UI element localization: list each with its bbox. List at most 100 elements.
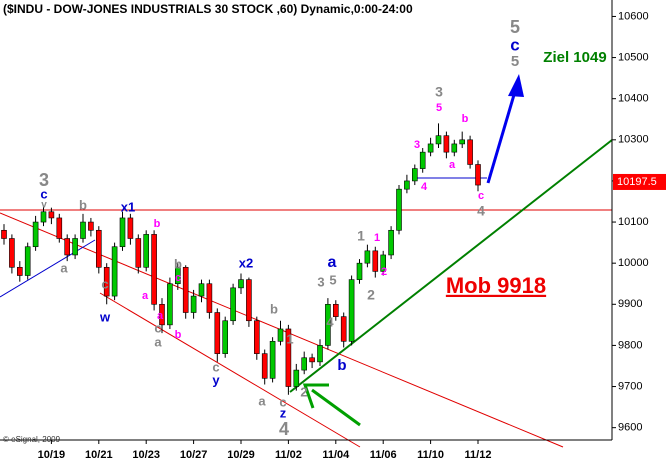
y-tick-label: 10600 (618, 10, 649, 22)
candle-body (111, 246, 118, 297)
wave-label: 5 (436, 102, 442, 114)
candle-body (1, 229, 7, 239)
candle-body (277, 328, 284, 342)
candle-body (72, 238, 78, 256)
candle-body (317, 345, 323, 363)
candle-body (151, 234, 157, 305)
candle-body (80, 221, 86, 239)
wave-label: y (212, 372, 220, 387)
candle-body (190, 295, 197, 313)
candle-body (238, 279, 244, 289)
blue-trend-line (0, 239, 96, 298)
wave-label: c (478, 190, 484, 202)
green-arrow (302, 383, 361, 427)
wave-label: b (337, 357, 346, 374)
x-tick-label: 10/27 (180, 449, 208, 461)
wave-label: x2 (239, 255, 253, 270)
wave-label: 4 (477, 203, 485, 219)
candle-body (175, 266, 181, 285)
wave-label: b (174, 256, 182, 271)
candle-body (475, 164, 481, 186)
candle-body (443, 135, 450, 153)
candle-body (356, 262, 363, 280)
candle-body (206, 283, 213, 313)
candle-body (372, 250, 379, 272)
candle-body (127, 217, 134, 239)
candle-body (325, 303, 331, 346)
wave-label: a (154, 334, 162, 349)
wave-label: b (154, 218, 161, 230)
candle-body (340, 316, 347, 342)
wave-label: 2 (300, 384, 307, 399)
wave-label: a (157, 310, 164, 322)
wave-label: Ziel 1049 (543, 49, 606, 66)
candle-body (230, 287, 236, 322)
wave-label: a (142, 290, 149, 302)
wave-label: 3 (317, 274, 324, 289)
wave-label: c (40, 186, 47, 201)
candle-body (9, 238, 15, 268)
candle-body (404, 180, 410, 190)
x-tick-label: 10/23 (132, 449, 160, 461)
wave-label: 5 (329, 272, 336, 287)
candle-body (64, 238, 70, 256)
candle-body (309, 357, 315, 363)
candle-body (427, 143, 434, 153)
wave-label: 3 (435, 84, 443, 100)
wave-label: a (449, 159, 456, 171)
candle-body (467, 139, 473, 165)
wave-label: a (258, 393, 266, 408)
candle-body (198, 283, 205, 297)
wave-label: 2 (381, 266, 387, 278)
wave-label: c (175, 272, 181, 284)
credit: © eSignal, 2009 (3, 435, 61, 444)
candle-body (159, 303, 165, 326)
candle-body (435, 135, 442, 145)
candle-body (24, 246, 31, 276)
x-tick-label: 10/19 (38, 449, 66, 461)
wave-label: 5 (510, 17, 520, 37)
candle-body (419, 151, 426, 169)
wave-label: 1 (286, 331, 293, 346)
candle-body (143, 234, 149, 268)
channel-lower (99, 292, 361, 448)
blue-arrow (486, 74, 524, 184)
candle-body (214, 312, 221, 354)
y-tick-label: 10300 (618, 134, 649, 146)
wave-label: a (328, 254, 337, 271)
x-tick-label: 10/29 (227, 449, 255, 461)
chart-title: ($INDU - DOW-JONES INDUSTRIALS 30 STOCK … (3, 2, 413, 16)
x-tick-label: 11/12 (465, 449, 492, 461)
x-tick-label: 11/02 (275, 449, 302, 461)
y-tick-label: 9600 (618, 422, 642, 434)
candle-body (182, 266, 189, 313)
candle-body (364, 250, 371, 264)
wave-label: z (280, 405, 287, 420)
y-tick-label: 9800 (618, 339, 642, 351)
last-price-box (613, 173, 666, 190)
x-tick-label: 11/06 (370, 449, 397, 461)
candle-body (254, 320, 260, 354)
candle-body (40, 211, 47, 223)
candle-body (32, 221, 39, 248)
candle-body (332, 303, 339, 317)
wave-label: v (41, 200, 47, 211)
wave-label: b (175, 329, 182, 341)
y-tick-label: 10000 (618, 257, 649, 269)
candle-body (396, 188, 402, 231)
wave-label: 3 (414, 139, 420, 151)
wave-label: b (79, 197, 87, 212)
wave-label: c (101, 276, 108, 291)
candle-body (103, 266, 110, 297)
last-price-label: 10197.5 (617, 176, 657, 188)
candle-body (388, 229, 394, 256)
wave-label: 2 (367, 287, 375, 303)
wave-label: c (154, 320, 161, 335)
wave-label: 4 (279, 419, 289, 439)
candle-body (451, 143, 458, 153)
x-tick-label: 11/04 (322, 449, 350, 461)
wave-label: c (279, 394, 286, 409)
candle-body (246, 279, 252, 322)
